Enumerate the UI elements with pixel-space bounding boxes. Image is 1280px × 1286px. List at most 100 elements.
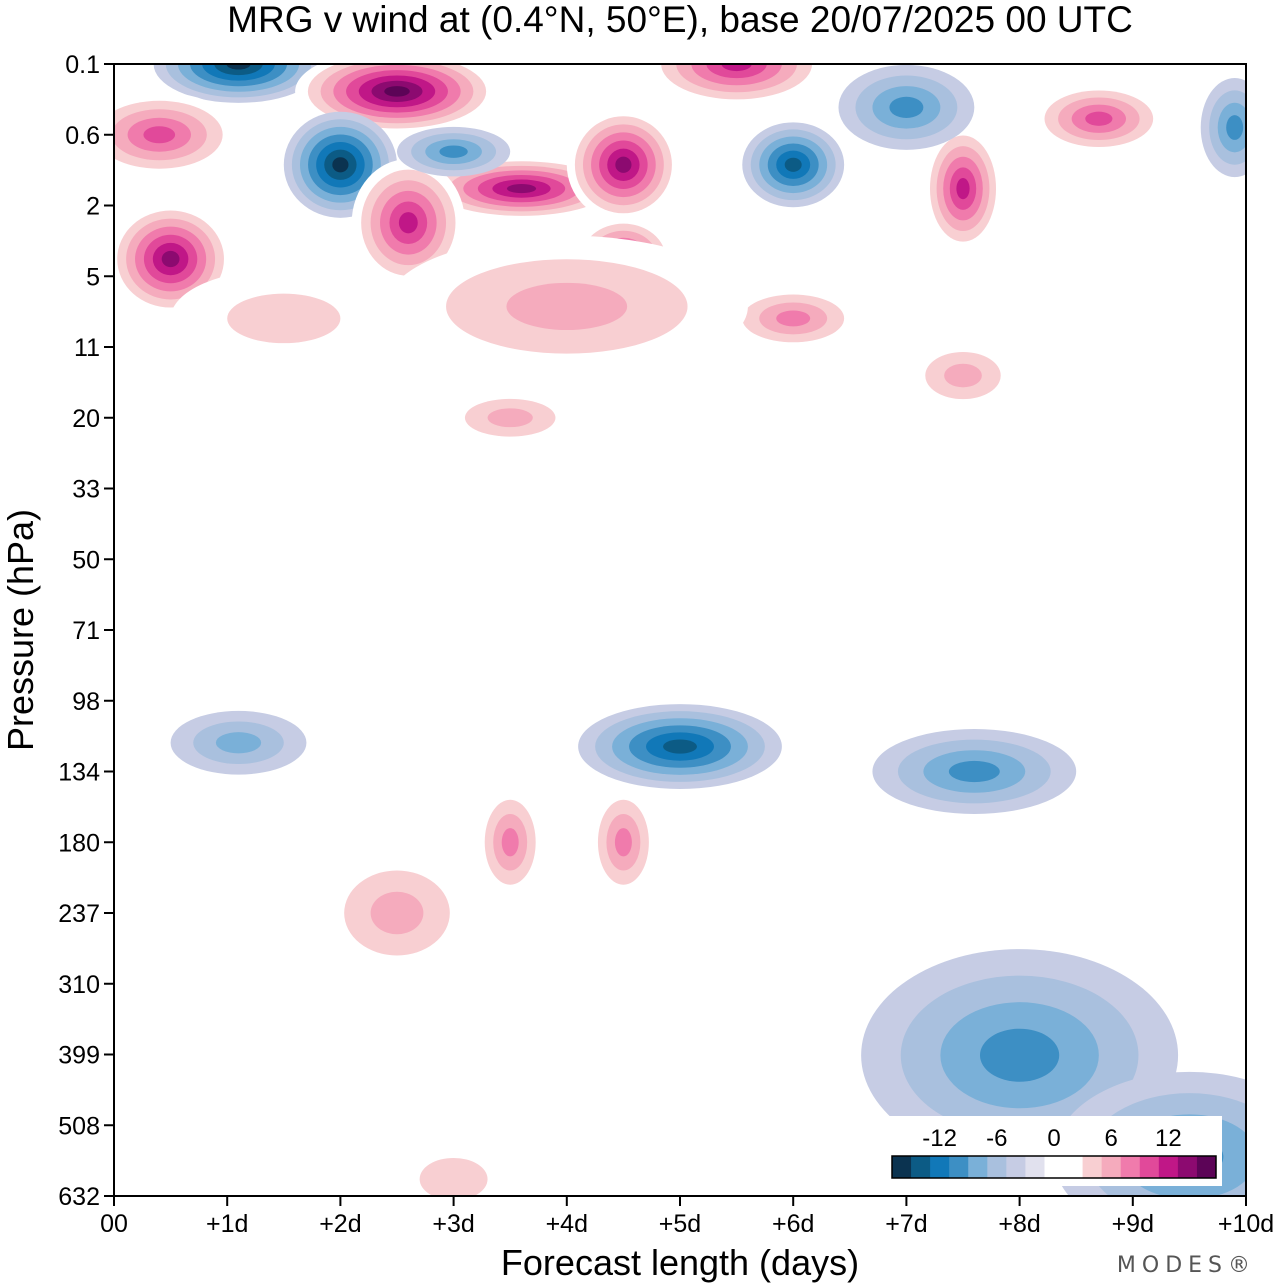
contour-level <box>398 212 418 234</box>
y-tick-label: 632 <box>58 1183 100 1211</box>
x-tick-label: +1d <box>206 1210 248 1238</box>
contour-level <box>615 156 632 173</box>
x-axis-label: Forecast length (days) <box>501 1242 859 1283</box>
y-tick-label: 71 <box>72 617 100 645</box>
brand-logo: MODES® <box>1117 1253 1256 1278</box>
y-tick-label: 180 <box>58 829 100 857</box>
colorbar-swatch <box>1101 1156 1122 1178</box>
contour-level <box>663 739 697 754</box>
y-tick-label: 50 <box>72 546 100 574</box>
plot-area <box>114 64 1246 1196</box>
colorbar-swatch <box>1177 1156 1198 1178</box>
colorbar-swatch <box>930 1156 950 1178</box>
contour-feature <box>476 785 545 899</box>
contour-feature <box>317 849 477 977</box>
colorbar-swatch <box>949 1156 969 1178</box>
x-tick-label: +8d <box>998 1210 1040 1238</box>
contour-level <box>332 157 349 173</box>
contour-level <box>889 96 924 118</box>
contour-feature <box>838 64 975 150</box>
y-tick-label: 134 <box>58 759 100 787</box>
contour-level <box>776 310 811 327</box>
contour-level <box>143 126 176 144</box>
y-tick-label: 310 <box>58 971 100 999</box>
contour-feature <box>566 108 681 222</box>
contour-feature <box>742 122 845 208</box>
colorbar-swatch <box>1196 1156 1217 1178</box>
contour-level <box>1226 115 1244 140</box>
contour-level <box>944 363 982 388</box>
y-tick-label: 0.1 <box>65 51 100 79</box>
contour-level <box>227 293 341 344</box>
contour-feature <box>385 1136 522 1196</box>
y-tick-label: 237 <box>58 900 100 928</box>
contour-level <box>370 891 424 935</box>
contour-level <box>614 828 632 857</box>
colorbar-swatch <box>1063 1156 1084 1178</box>
contour-feature <box>923 124 1003 253</box>
contour-feature <box>906 340 1020 411</box>
y-tick-label: 0.6 <box>65 122 100 150</box>
y-tick-label: 508 <box>58 1112 100 1140</box>
colorbar-swatch <box>1158 1156 1179 1178</box>
contour-level <box>506 184 537 194</box>
contour-level <box>215 732 262 754</box>
y-axis-label: Pressure (hPa) <box>0 509 41 751</box>
contour-feature <box>725 286 862 351</box>
contour-feature <box>114 202 233 316</box>
x-tick-label: +6d <box>772 1210 814 1238</box>
colorbar-swatch <box>1044 1156 1065 1178</box>
contour-level <box>784 157 802 172</box>
contour-feature <box>872 729 1077 814</box>
y-tick-label: 399 <box>58 1042 100 1070</box>
y-axis: 0.1 0.6 2 5 11 20 33 50 71 98 134 180 237 310 399 508 63… <box>58 51 114 1211</box>
x-tick-label: +9d <box>1112 1210 1154 1238</box>
contour-feature <box>153 64 324 103</box>
colorbar-swatch <box>911 1156 931 1178</box>
contour-feature <box>1030 83 1167 155</box>
colorbar-swatch <box>1006 1156 1026 1178</box>
x-tick-label: 00 <box>100 1210 128 1238</box>
colorbar-label: 0 <box>1047 1125 1060 1152</box>
contour-level <box>226 64 251 70</box>
colorbar-label: -6 <box>986 1125 1007 1152</box>
colorbar-swatch <box>1025 1156 1045 1178</box>
y-tick-label: 98 <box>72 688 100 716</box>
colorbar-swatch <box>968 1156 988 1178</box>
y-tick-label: 5 <box>86 263 100 291</box>
x-tick-label: +2d <box>319 1210 361 1238</box>
x-tick-label: +10d <box>1218 1210 1274 1238</box>
y-tick-label: 20 <box>72 405 100 433</box>
colorbar-label: -12 <box>922 1125 957 1152</box>
contour-feature <box>442 389 579 447</box>
contour-level <box>439 145 468 158</box>
contour-feature <box>385 235 748 378</box>
contour-level <box>979 1028 1060 1082</box>
x-tick-label: +3d <box>432 1210 474 1238</box>
colorbar-swatch <box>1120 1156 1141 1178</box>
x-axis: 00 +1d +2d +3d +4d +5d +6d +7d +8d +9d +10d <box>100 1196 1274 1238</box>
contour-level <box>487 408 533 428</box>
contour-level <box>384 86 410 97</box>
contour-level <box>506 282 628 331</box>
contour-level <box>501 828 519 857</box>
y-tick-label: 33 <box>72 476 100 504</box>
contour-feature <box>589 785 658 899</box>
colorbar-label: 6 <box>1104 1125 1117 1152</box>
x-tick-label: +4d <box>546 1210 588 1238</box>
contour-feature <box>397 126 511 177</box>
contour-feature <box>295 64 499 134</box>
colorbar-frame <box>891 1155 1217 1179</box>
contour-feature <box>283 111 397 218</box>
colorbar-label: 12 <box>1155 1125 1182 1152</box>
colorbar-swatch <box>1082 1156 1103 1178</box>
contour-feature <box>578 704 782 789</box>
contour-level <box>956 177 970 200</box>
y-tick-label: 11 <box>74 334 100 362</box>
contour-feature <box>170 710 307 775</box>
contour-level <box>161 250 180 268</box>
contour-feature <box>114 92 239 178</box>
contour-level <box>721 64 752 72</box>
contour-level <box>948 760 1000 783</box>
